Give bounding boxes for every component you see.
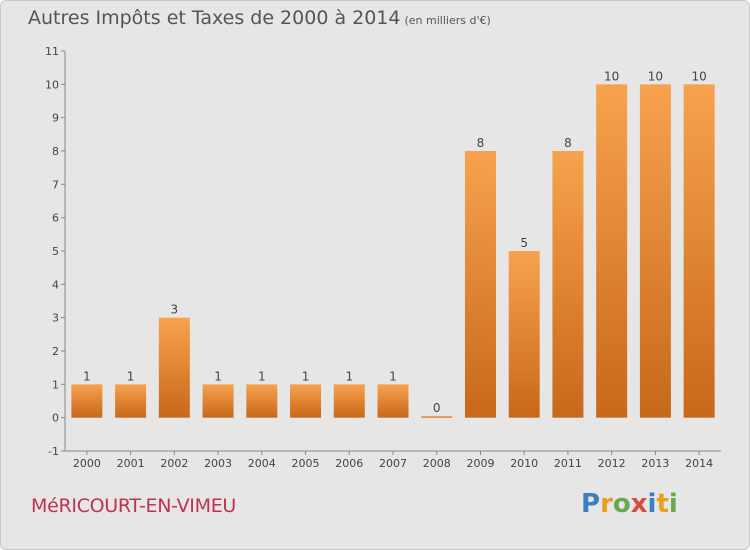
bar	[158, 317, 190, 418]
y-tick-label: 7	[52, 178, 59, 191]
logo-letter: o	[612, 489, 631, 519]
x-tick-label: 2007	[379, 457, 407, 470]
y-tick-label: 3	[52, 312, 59, 325]
bar	[596, 84, 628, 418]
logo-letter: r	[600, 489, 613, 519]
chart-title-text: Autres Impôts et Taxes de 2000 à 2014	[28, 7, 401, 29]
y-tick-label: 6	[52, 212, 59, 225]
bar	[421, 416, 453, 418]
logo-letter: P	[581, 489, 601, 519]
bar-value-label: 1	[258, 369, 266, 383]
logo-letter: i	[668, 489, 678, 519]
x-tick-label: 2005	[292, 457, 320, 470]
bar	[683, 84, 715, 418]
logo-letter: x	[630, 489, 648, 519]
y-tick-label: 1	[52, 378, 59, 391]
logo-letter: t	[656, 489, 669, 519]
bar-value-label: 1	[345, 369, 353, 383]
bar-value-label: 8	[477, 136, 485, 150]
bar-value-label: 3	[171, 303, 179, 317]
chart-title: Autres Impôts et Taxes de 2000 à 2014 (en…	[28, 7, 491, 29]
y-tick-label: 9	[52, 112, 59, 125]
bar-value-label: 10	[648, 69, 663, 83]
bar-value-label: 1	[83, 369, 91, 383]
y-tick-label: -1	[48, 445, 59, 458]
proxiti-logo: Proxiti	[581, 489, 678, 519]
bar-value-label: 1	[214, 369, 222, 383]
chart-unit: (en milliers d'€)	[404, 14, 491, 27]
x-tick-label: 2011	[554, 457, 582, 470]
bar	[246, 384, 278, 418]
y-tick-label: 11	[45, 45, 59, 58]
y-tick-label: 2	[52, 345, 59, 358]
bar-value-label: 10	[604, 69, 619, 83]
logo-letter: i	[647, 489, 657, 519]
bar	[464, 151, 496, 418]
x-tick-label: 2009	[466, 457, 494, 470]
x-tick-label: 2006	[335, 457, 363, 470]
x-tick-label: 2014	[685, 457, 713, 470]
commune-name: MéRICOURT-EN-VIMEU	[31, 495, 237, 517]
bar	[639, 84, 671, 418]
bar-value-label: 10	[691, 69, 706, 83]
bar	[115, 384, 147, 418]
bars	[71, 84, 715, 418]
bar-value-label: 1	[302, 369, 310, 383]
x-tick-label: 2003	[204, 457, 232, 470]
bar-value-label: 5	[520, 236, 528, 250]
x-tick-label: 2002	[160, 457, 188, 470]
y-tick-label: 8	[52, 145, 59, 158]
y-tick-label: 4	[52, 278, 59, 291]
x-tick-label: 2008	[423, 457, 451, 470]
bar-value-label: 1	[389, 369, 397, 383]
bar-value-label: 0	[433, 401, 441, 415]
y-tick-label: 0	[52, 412, 59, 425]
bar-value-label: 8	[564, 136, 572, 150]
bar	[508, 251, 540, 418]
x-tick-label: 2010	[510, 457, 538, 470]
x-tick-label: 2012	[598, 457, 626, 470]
bar-value-label: 1	[127, 369, 135, 383]
bar	[552, 151, 584, 418]
x-tick-label: 2013	[641, 457, 669, 470]
bar	[333, 384, 365, 418]
bar	[71, 384, 103, 418]
x-tick-label: 2000	[73, 457, 101, 470]
x-tick-label: 2001	[117, 457, 145, 470]
bar	[377, 384, 409, 418]
x-tick-label: 2004	[248, 457, 276, 470]
bar	[290, 384, 322, 418]
bar	[202, 384, 234, 418]
y-tick-label: 5	[52, 245, 59, 258]
y-tick-label: 10	[45, 78, 59, 91]
